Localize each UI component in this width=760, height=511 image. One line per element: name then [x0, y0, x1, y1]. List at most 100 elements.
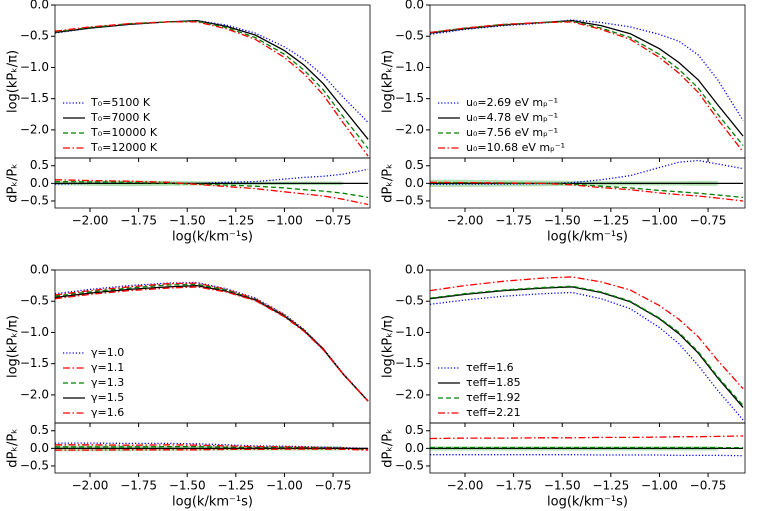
y-tick-label: 0.0: [405, 176, 424, 190]
x-tick-label: −0.75: [690, 479, 727, 493]
panel: 0.0−0.5−1.0−1.5−2.00.50.0−0.5−2.00 −1.75−…: [6, 0, 371, 245]
y-tick-label: −0.5: [20, 29, 49, 43]
y-tick-label: −1.5: [395, 356, 424, 370]
y-tick-label: 0.5: [405, 158, 424, 172]
residual-y-axis-label: dPₖ/Pₖ: [381, 163, 396, 202]
x-tick-label: −1.25: [217, 479, 254, 493]
residual-line: [55, 444, 369, 450]
y-tick-label: −2.0: [395, 387, 424, 401]
y-tick-label: −0.5: [395, 294, 424, 308]
y-tick-label: −2.0: [20, 387, 49, 401]
legend-label: T₀=10000 K: [90, 126, 158, 139]
y-tick-label: 0.5: [30, 423, 49, 437]
legend-label: τeff=1.85: [466, 376, 521, 389]
legend-label: γ=1.3: [91, 376, 124, 389]
y-tick-label: −2.0: [395, 122, 424, 136]
y-tick-label: 0.5: [405, 423, 424, 437]
residual-line: [55, 179, 369, 206]
legend-label: u₀=7.56 eV mₚ⁻¹: [466, 126, 558, 139]
residual-line: [430, 159, 744, 186]
y-tick-label: −0.5: [395, 193, 424, 207]
legend-label: T₀=12000 K: [90, 141, 158, 154]
residual-line: [55, 448, 369, 451]
y-tick-label: 0.0: [30, 0, 49, 12]
series-line: [430, 291, 744, 421]
x-tick-label: −1.50: [169, 214, 206, 228]
legend-label: u₀=2.69 eV mₚ⁻¹: [466, 96, 558, 109]
y-tick-label: −1.0: [20, 325, 49, 339]
x-tick-label: −2.00: [72, 479, 109, 493]
x-tick-label: −1.00: [266, 214, 303, 228]
y-tick-label: 0.0: [405, 441, 424, 455]
y-tick-label: −0.5: [20, 193, 49, 207]
y-tick-label: 0.0: [405, 263, 424, 277]
x-tick-label: −1.50: [544, 214, 581, 228]
x-tick-label: −2.00: [72, 214, 109, 228]
legend-label: γ=1.1: [91, 361, 124, 374]
residual-line: [55, 180, 369, 199]
residual-y-axis-label: dPₖ/Pₖ: [6, 163, 21, 202]
residual-line: [55, 442, 369, 450]
y-tick-label: 0.5: [30, 158, 49, 172]
legend-label: T₀=5100 K: [90, 96, 151, 109]
x-axis-label: log(k/km⁻¹s): [172, 230, 253, 245]
x-tick-label: −2.00: [447, 214, 484, 228]
series-line: [430, 285, 744, 406]
y-tick-label: 0.0: [30, 176, 49, 190]
y-tick-label: −1.5: [395, 91, 424, 105]
legend-label: τeff=2.21: [466, 406, 521, 419]
y-tick-label: 0.0: [30, 441, 49, 455]
y-tick-label: −1.5: [20, 356, 49, 370]
y-tick-label: −1.0: [395, 60, 424, 74]
y-tick-label: −2.0: [20, 122, 49, 136]
legend-label: u₀=4.78 eV mₚ⁻¹: [466, 111, 558, 124]
x-tick-label: −1.50: [544, 479, 581, 493]
x-tick-label: −1.00: [641, 214, 678, 228]
x-tick-label: −1.25: [592, 479, 629, 493]
series-line: [55, 281, 369, 402]
series-line: [55, 284, 369, 402]
panel: 0.0−0.5−1.0−1.5−2.00.50.0−0.5−2.00 −1.75−…: [381, 263, 746, 510]
legend-label: γ=1.6: [91, 406, 124, 419]
x-tick-label: −0.75: [690, 214, 727, 228]
panel: 0.0−0.5−1.0−1.5−2.00.50.0−0.5−2.00 −1.75−…: [381, 0, 746, 245]
x-axis-label: log(k/km⁻¹s): [547, 495, 628, 510]
residual-line: [430, 435, 744, 440]
x-tick-label: −1.75: [120, 479, 157, 493]
x-tick-label: −1.25: [592, 214, 629, 228]
series-line: [55, 283, 369, 402]
y-tick-label: −1.0: [20, 60, 49, 74]
x-tick-label: −1.25: [217, 214, 254, 228]
y-tick-label: −1.0: [395, 325, 424, 339]
y-axis-label: log(kPₖ/π): [381, 50, 396, 113]
y-tick-label: 0.0: [30, 263, 49, 277]
x-axis-label: log(k/km⁻¹s): [172, 495, 253, 510]
residual-y-axis-label: dPₖ/Pₖ: [381, 428, 396, 467]
legend-label: γ=1.0: [91, 346, 124, 359]
x-tick-label: −0.75: [315, 214, 352, 228]
x-tick-label: −1.50: [169, 479, 206, 493]
y-tick-label: −1.5: [20, 91, 49, 105]
residual-y-axis-label: dPₖ/Pₖ: [6, 428, 21, 467]
series-line: [55, 19, 369, 140]
series-line: [430, 21, 744, 153]
series-line: [430, 276, 744, 390]
residual-line: [430, 181, 744, 199]
y-axis-label: log(kPₖ/π): [6, 315, 21, 378]
x-tick-label: −0.75: [315, 479, 352, 493]
legend-label: u₀=10.68 eV mₚ⁻¹: [466, 141, 565, 154]
x-tick-label: −1.75: [495, 214, 532, 228]
legend-label: T₀=7000 K: [90, 111, 151, 124]
series-line: [55, 286, 369, 402]
x-tick-label: −1.00: [641, 479, 678, 493]
residual-line: [55, 445, 369, 451]
series-line: [55, 21, 369, 157]
x-tick-label: −1.75: [495, 479, 532, 493]
x-axis-label: log(k/km⁻¹s): [547, 230, 628, 245]
x-tick-label: −2.00: [447, 479, 484, 493]
panel: 0.0−0.5−1.0−1.5−2.00.50.0−0.5−2.00 −1.75−…: [6, 263, 371, 510]
legend-label: τeff=1.92: [466, 391, 521, 404]
y-axis-label: log(kPₖ/π): [381, 315, 396, 378]
legend-label: γ=1.5: [91, 391, 124, 404]
